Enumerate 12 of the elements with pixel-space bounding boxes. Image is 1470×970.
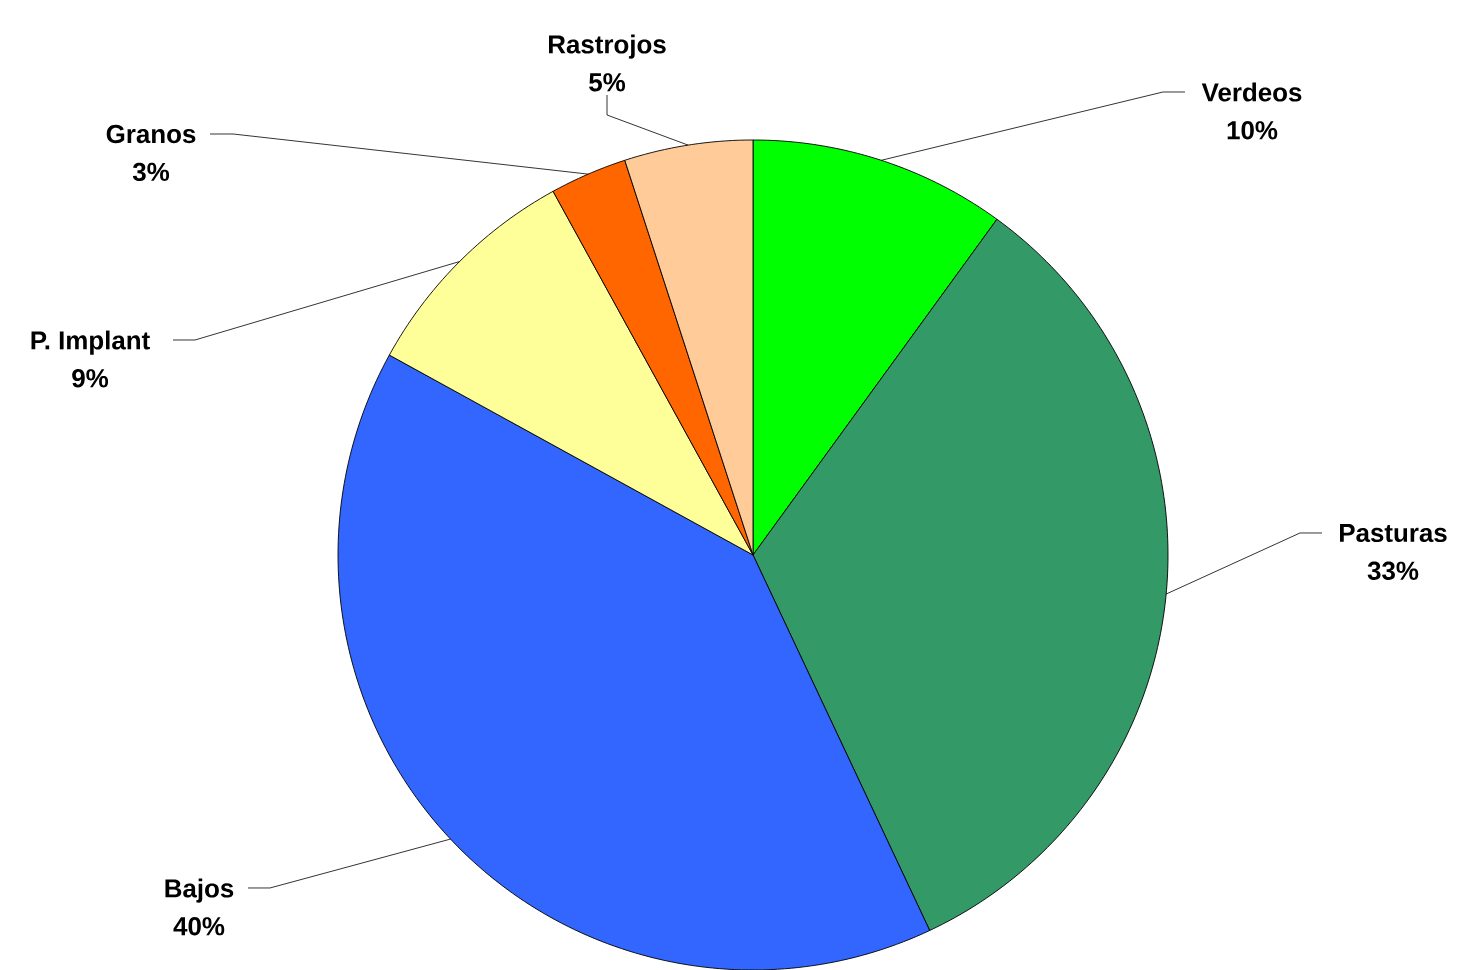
data-label: 10%: [1227, 120, 1278, 140]
data-label: 33%: [1367, 561, 1419, 580]
data-label: 40%: [173, 916, 225, 936]
data-label: 5%: [589, 72, 626, 92]
data-label: 9%: [72, 368, 109, 388]
slice-label: Pasturas: [1340, 523, 1447, 542]
slice-label: Bajos: [165, 878, 234, 903]
slice-label: Granos: [106, 124, 196, 143]
slice-label: Rastrojos: [549, 34, 666, 59]
data-label: 3%: [132, 162, 170, 181]
slice-label: Verdeos: [1201, 82, 1302, 102]
slice-label: P. Implant: [31, 330, 150, 355]
